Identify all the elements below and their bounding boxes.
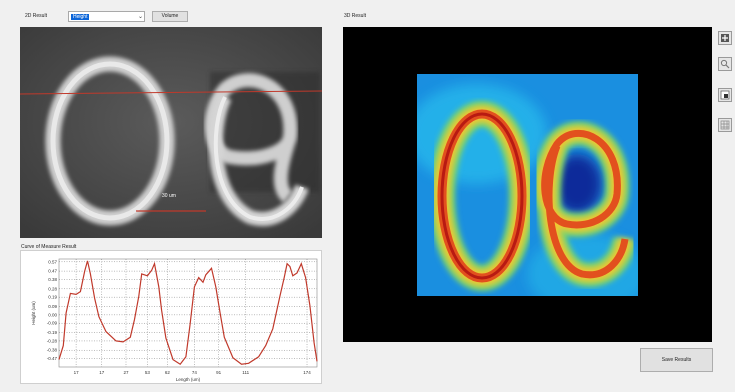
rotate-button[interactable] [718, 88, 732, 102]
y-tick-label: 0.38 [48, 277, 57, 282]
y-tick-label: 0.00 [48, 312, 57, 317]
y-tick-label: -0.19 [47, 330, 58, 335]
x-tick-label: 27 [123, 370, 129, 375]
x-tick-label: 91 [216, 370, 222, 375]
y-axis-label: Height (um) [31, 301, 36, 325]
measure-type-value: Height [71, 14, 90, 20]
view-3d[interactable] [343, 27, 712, 342]
zoom-button[interactable] [718, 57, 732, 71]
grid-toggle-button[interactable] [718, 118, 732, 132]
profile-chart: 0.57 0.47 0.38 0.28 0.19 0.09 0.00 -0.09 -0.19 -0… [20, 250, 322, 384]
scale-label: 30 um [162, 193, 176, 199]
y-tick-label: 0.09 [48, 304, 57, 309]
height-map[interactable] [417, 74, 638, 296]
x-axis-label: Length (um) [176, 377, 201, 382]
y-tick-label: 0.47 [48, 269, 57, 274]
result-3d-label: 3D Result [344, 13, 366, 19]
x-tick-label: 62 [165, 370, 171, 375]
x-tick-label: 17 [74, 370, 80, 375]
x-tick-label: 17 [99, 370, 105, 375]
profile-line [20, 90, 322, 95]
save-results-button[interactable]: Save Results [640, 348, 713, 372]
x-tick-label: 53 [145, 370, 151, 375]
y-tick-label: -0.28 [47, 338, 58, 343]
y-tick-label: -0.47 [47, 356, 58, 361]
y-tick-label: 0.57 [48, 259, 57, 264]
y-tick-label: -0.38 [47, 348, 58, 353]
y-tick-label: 0.19 [48, 295, 57, 300]
curve-title-label: Curve of Measure Result [21, 244, 77, 250]
home-view-button[interactable] [718, 31, 732, 45]
volume-button[interactable]: Volume [152, 11, 188, 22]
zoom-icon [720, 59, 730, 69]
chevron-down-icon[interactable]: ⌄ [137, 14, 143, 20]
x-tick-label: 174 [303, 370, 311, 375]
x-tick-label: 111 [242, 370, 249, 375]
result-2d-label: 2D Result [25, 13, 47, 19]
rotate-icon [720, 90, 730, 100]
y-tick-label: 0.28 [48, 286, 57, 291]
sem-image-view[interactable]: 30 um [20, 27, 322, 238]
profile-series-line [58, 260, 318, 366]
grid-icon [720, 120, 730, 130]
plot-area [58, 258, 318, 368]
y-tick-label: -0.09 [47, 321, 58, 326]
measure-type-select[interactable]: Height ⌄ [68, 11, 145, 22]
x-tick-label: 74 [192, 370, 198, 375]
home-icon [721, 34, 729, 42]
